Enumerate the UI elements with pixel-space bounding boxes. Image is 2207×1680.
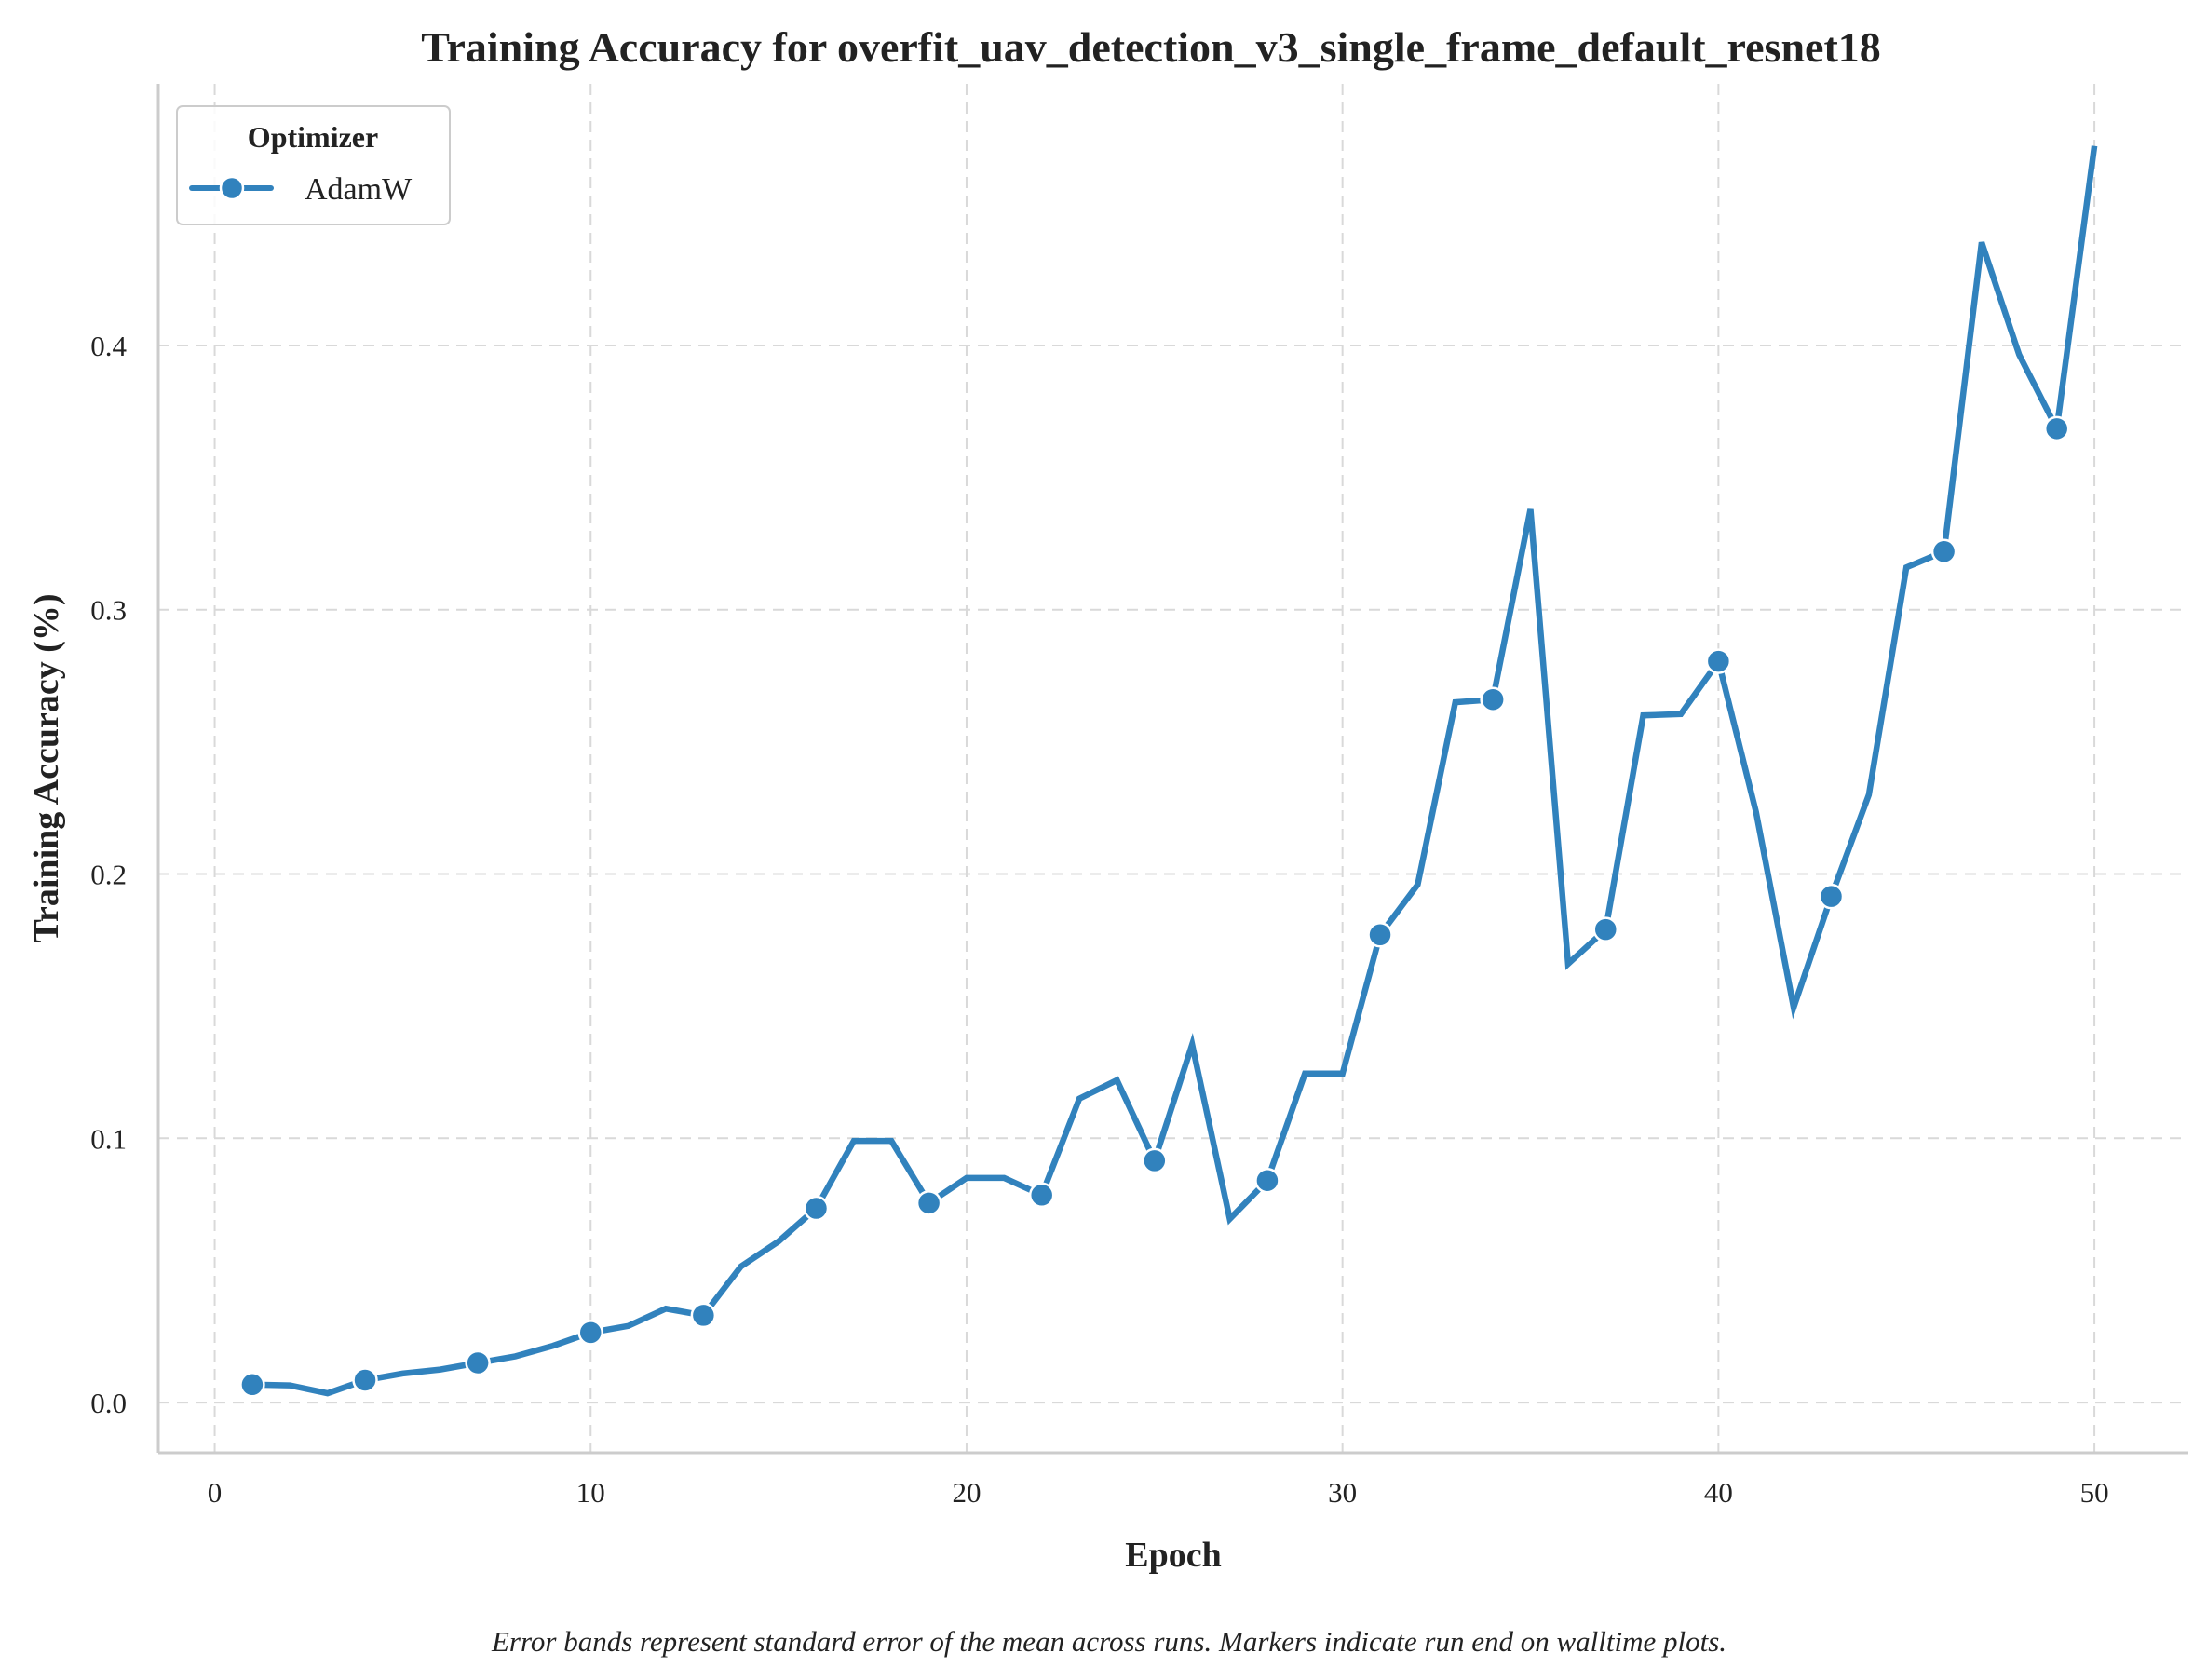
x-tick-label: 50 — [2080, 1476, 2109, 1509]
series-adamw — [239, 145, 2098, 1398]
data-point-marker — [577, 1320, 604, 1346]
axes — [156, 84, 2188, 1455]
data-point-marker — [352, 1367, 378, 1393]
data-point-marker — [1930, 538, 1957, 565]
chart-title: Training Accuracy for overfit_uav_detect… — [421, 23, 1881, 71]
data-point-marker — [1592, 916, 1619, 942]
x-tick-label: 20 — [952, 1476, 981, 1509]
legend-box — [176, 105, 451, 225]
data-point-marker — [1705, 648, 1732, 674]
chart-caption: Error bands represent standard error of … — [491, 1625, 1726, 1658]
data-point-marker — [690, 1302, 717, 1329]
y-tick-labels: 0.0 0.1 0.2 0.3 0.4 — [90, 330, 127, 1419]
y-tick-label: 0.2 — [90, 859, 127, 891]
data-point-marker — [1367, 922, 1393, 948]
x-tick-labels: 0 10 20 30 40 50 — [208, 1476, 2109, 1509]
y-tick-label: 0.1 — [90, 1122, 127, 1155]
y-tick-label: 0.4 — [90, 330, 127, 362]
legend: Optimizer AdamW — [176, 105, 451, 225]
data-point-marker — [1480, 686, 1506, 712]
y-tick-label: 0.3 — [90, 594, 127, 627]
series-line-adamw — [251, 145, 2098, 1397]
x-tick-label: 0 — [208, 1476, 223, 1509]
x-tick-label: 10 — [576, 1476, 605, 1509]
data-point-marker — [2043, 415, 2070, 442]
y-tick-label: 0.0 — [90, 1387, 127, 1419]
data-point-marker — [1028, 1182, 1055, 1209]
data-point-marker — [803, 1195, 830, 1222]
data-point-marker — [465, 1349, 491, 1376]
legend-entry-adamw: AdamW — [305, 172, 413, 207]
y-axis-label: Training Accuracy (%) — [27, 593, 66, 942]
data-point-marker — [1142, 1147, 1168, 1174]
data-point-marker — [1254, 1167, 1280, 1194]
x-tick-label: 40 — [1704, 1476, 1733, 1509]
x-axis-label: Epoch — [1125, 1536, 1221, 1575]
legend-title: Optimizer — [248, 120, 378, 154]
data-point-marker — [915, 1190, 942, 1216]
legend-marker-adamw — [219, 175, 245, 201]
data-point-marker — [1818, 883, 1845, 910]
data-point-marker — [239, 1372, 265, 1398]
x-tick-label: 30 — [1328, 1476, 1357, 1509]
grid — [158, 84, 2188, 1453]
